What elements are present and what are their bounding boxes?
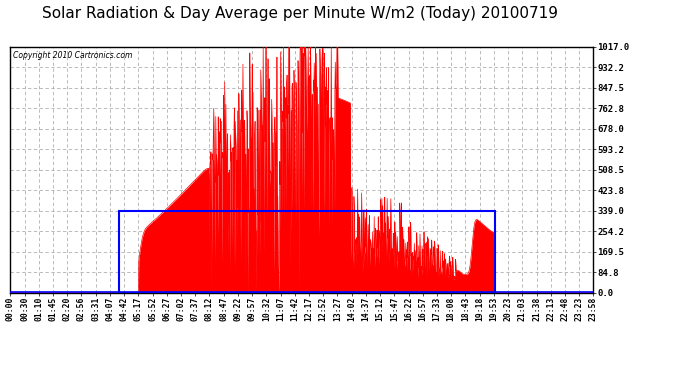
Text: Solar Radiation & Day Average per Minute W/m2 (Today) 20100719: Solar Radiation & Day Average per Minute… (42, 6, 558, 21)
Text: Copyright 2010 Cartronics.com: Copyright 2010 Cartronics.com (13, 51, 132, 60)
Bar (119, 211, 495, 292)
